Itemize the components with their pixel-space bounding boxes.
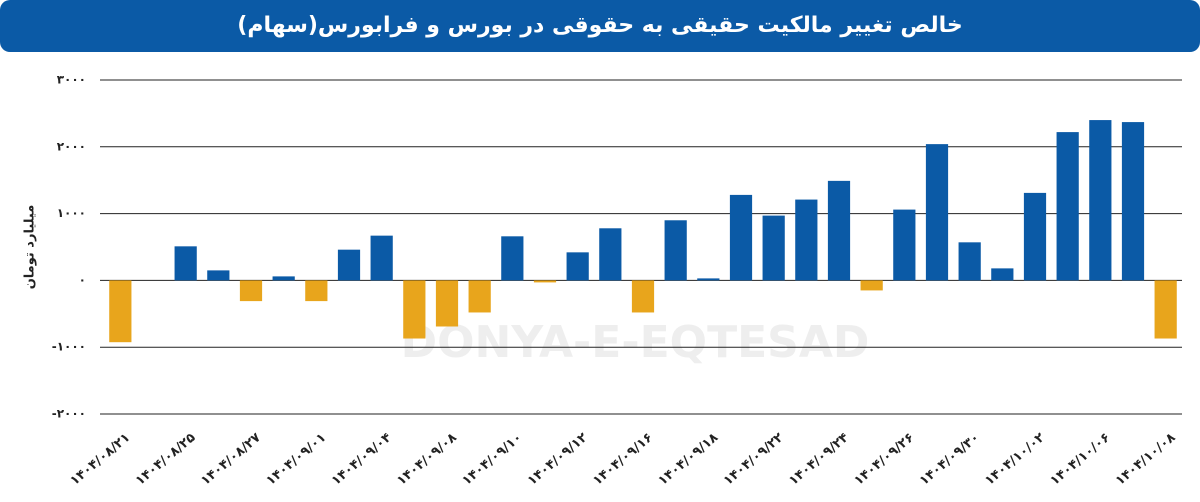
x-tick-label: ۱۴۰۴/۱۰/۰۶ (1048, 430, 1114, 488)
y-tick-label: ۱۰۰۰ (57, 206, 86, 220)
bar (435, 280, 459, 327)
bar (370, 235, 393, 281)
bar (109, 280, 132, 343)
x-tick-label: ۱۴۰۴/۰۹/۲۴ (786, 430, 852, 488)
x-tick-label: ۱۴۰۴/۰۹/۱۸ (656, 430, 722, 488)
bar (207, 270, 230, 281)
watermark: DONYA-E-EQTESAD (401, 317, 870, 368)
bar (305, 280, 328, 302)
bar (403, 280, 426, 339)
x-tick-label: ۱۴۰۴/۰۸/۲۵ (133, 430, 199, 488)
bar (631, 280, 655, 313)
x-tick-label: ۱۴۰۴/۰۹/۳۰ (917, 430, 983, 488)
bar (501, 236, 524, 281)
y-tick-label: -۲۰۰۰ (52, 407, 86, 421)
x-tick-label: ۱۴۰۴/۰۸/۲۱ (68, 430, 134, 488)
x-tick-label: ۱۴۰۴/۰۹/۲۲ (721, 430, 787, 488)
bar (272, 276, 295, 281)
bar (697, 278, 720, 281)
bar (337, 249, 361, 281)
bar (1154, 280, 1177, 339)
x-tick-label: ۱۴۰۴/۱۰/۰۲ (982, 430, 1048, 488)
y-tick-label: ۳۰۰۰ (57, 73, 86, 87)
x-tick-label: ۱۴۰۴/۰۹/۲۶ (852, 430, 918, 488)
bar (893, 209, 916, 281)
y-axis-label: میلیارد تومان (23, 205, 38, 290)
bar (762, 215, 785, 281)
x-tick-label: ۱۴۰۴/۰۹/۱۲ (525, 430, 591, 488)
bar (1056, 132, 1079, 281)
bar (860, 280, 883, 291)
x-tick-label: ۱۴۰۴/۰۹/۱۶ (590, 430, 656, 488)
x-tick-label: ۱۴۰۴/۰۹/۰۴ (329, 430, 395, 488)
bar (1089, 120, 1112, 281)
x-tick-label: ۱۴۰۴/۱۰/۰۸ (1113, 430, 1179, 488)
bar (991, 268, 1014, 281)
bar (174, 246, 197, 281)
title-bar (0, 0, 1200, 52)
bar (239, 280, 263, 302)
bar (729, 194, 753, 281)
bar (795, 199, 818, 281)
bar (599, 228, 622, 281)
y-tick-label: ۲۰۰۰ (57, 139, 86, 153)
x-tick-label: ۱۴۰۴/۰۹/۰۱ (264, 430, 330, 488)
bar (925, 144, 949, 281)
x-tick-label: ۱۴۰۴/۰۹/۱۰ (460, 430, 526, 488)
bar (1023, 192, 1047, 281)
x-tick-label: ۱۴۰۴/۰۸/۲۷ (198, 430, 264, 488)
bar (664, 220, 687, 281)
y-tick-label: -۱۰۰۰ (52, 340, 86, 354)
y-tick-label: ۰ (79, 273, 86, 287)
bar (533, 280, 557, 283)
bar (468, 280, 491, 313)
bar (827, 180, 851, 281)
x-tick-label: ۱۴۰۴/۰۹/۰۸ (394, 430, 460, 488)
bar (958, 242, 981, 281)
bar (566, 252, 589, 281)
bar (1121, 122, 1145, 281)
chart-title: خالص تغییر مالکیت حقیقی به حقوقی در بورس… (237, 13, 962, 38)
